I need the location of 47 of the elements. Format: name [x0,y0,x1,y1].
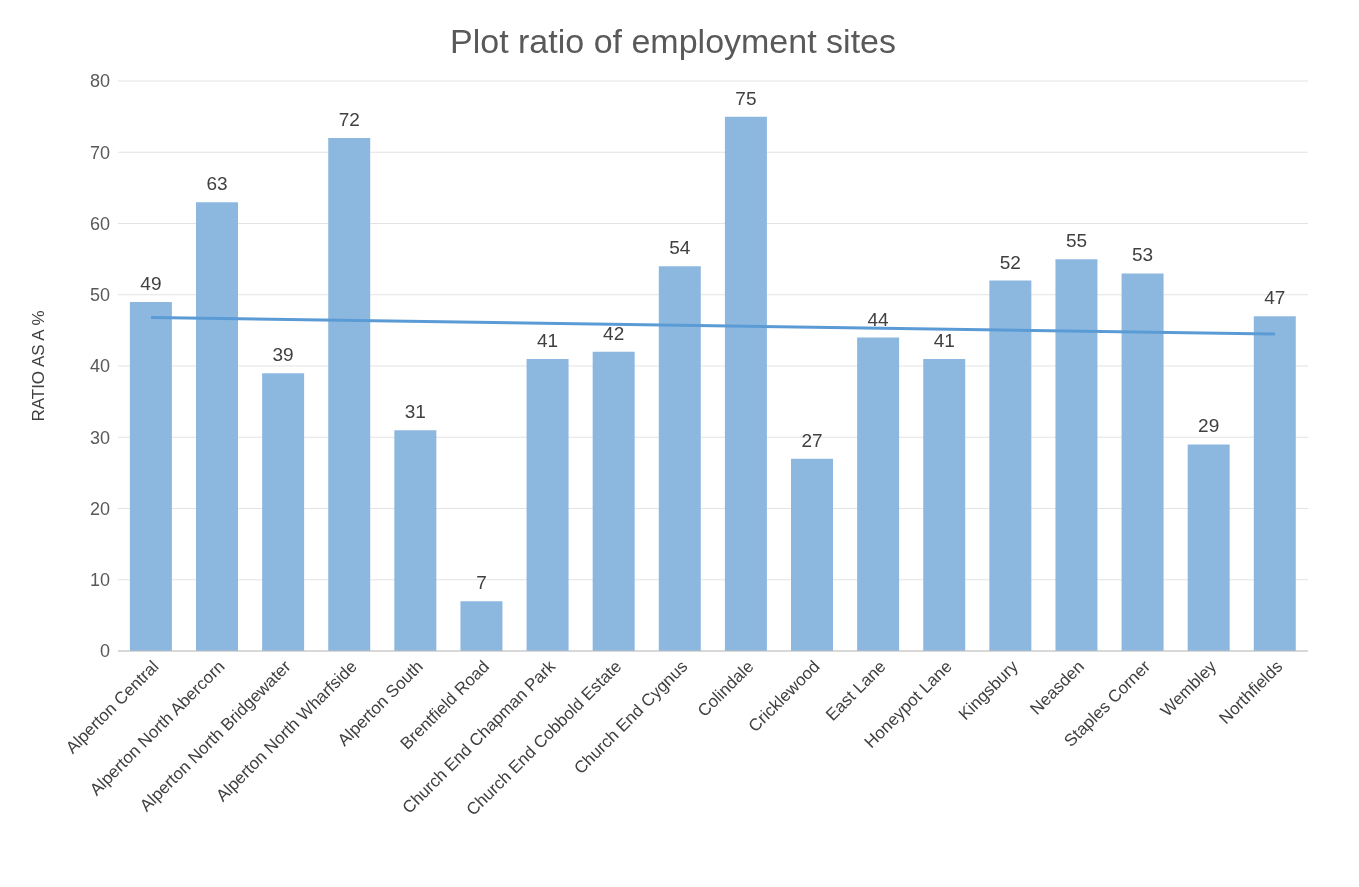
data-label: 41 [933,329,955,351]
data-label: 39 [272,344,294,366]
bar [658,266,701,651]
bar [1187,444,1230,651]
data-label: 54 [669,237,691,259]
bar [1253,316,1296,651]
bar [592,351,635,651]
bar [857,337,900,651]
data-label: 49 [140,272,162,294]
y-tick-label: 70 [89,142,110,163]
bar [989,280,1032,651]
y-tick-label: 10 [89,570,110,591]
data-label: 41 [537,329,559,351]
y-axis-title: RATIO AS A % [29,310,49,422]
bar [526,358,569,651]
chart-title: Plot ratio of employment sites [449,21,897,61]
bar [724,116,767,651]
y-tick-label: 60 [89,213,110,234]
bar [262,373,305,651]
bar [1055,259,1098,651]
data-label: 47 [1264,287,1286,309]
data-label: 75 [735,87,757,109]
y-tick-label: 80 [89,71,110,92]
data-label: 29 [1198,415,1220,437]
data-label: 63 [206,173,228,195]
data-label: 31 [404,401,426,423]
data-label: 42 [603,322,625,344]
bar [460,601,503,651]
bar [196,202,239,651]
bar [923,358,966,651]
y-tick-label: 30 [89,427,110,448]
data-label: 27 [801,429,823,451]
data-label: 55 [1065,230,1088,252]
bar [791,458,834,651]
bar [129,301,172,651]
data-label: 44 [867,308,890,330]
y-tick-label: 20 [89,498,110,519]
data-label: 72 [338,109,360,130]
data-label: 53 [1132,244,1154,266]
bar [394,430,437,651]
y-tick-label: 0 [99,641,110,662]
y-tick-label: 40 [89,356,110,377]
data-label: 52 [999,251,1021,273]
y-tick-label: 50 [89,285,110,306]
bar [1121,273,1164,651]
data-label: 7 [476,572,487,594]
bar [328,138,371,651]
